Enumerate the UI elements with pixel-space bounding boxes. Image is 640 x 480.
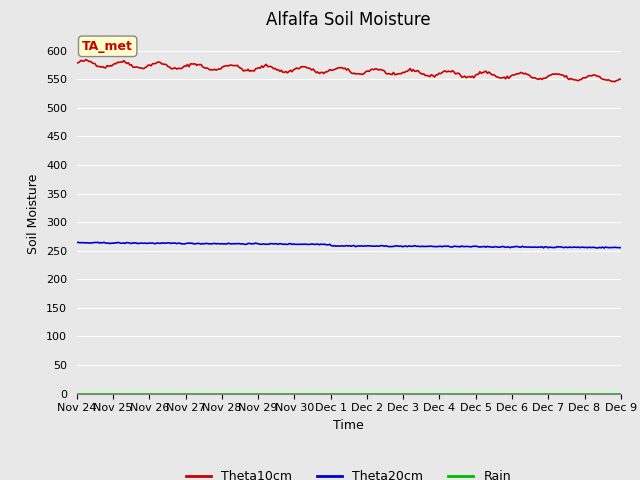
X-axis label: Time: Time [333, 419, 364, 432]
Y-axis label: Soil Moisture: Soil Moisture [28, 173, 40, 254]
Title: Alfalfa Soil Moisture: Alfalfa Soil Moisture [266, 11, 431, 29]
Legend: Theta10cm, Theta20cm, Rain: Theta10cm, Theta20cm, Rain [182, 465, 516, 480]
Text: TA_met: TA_met [82, 40, 133, 53]
